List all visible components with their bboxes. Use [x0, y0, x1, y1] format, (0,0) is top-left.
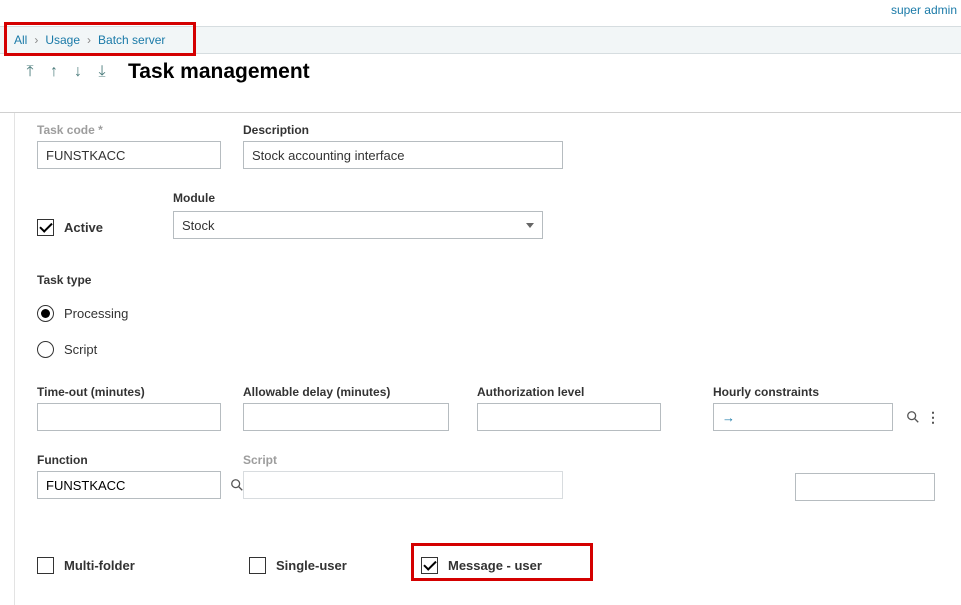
- hourly-label: Hourly constraints: [713, 385, 893, 399]
- multi-folder-label: Multi-folder: [64, 558, 135, 573]
- function-input[interactable]: [38, 472, 230, 498]
- task-type-processing-label: Processing: [64, 306, 128, 321]
- nav-first-icon[interactable]: ⤒: [22, 63, 38, 81]
- breadcrumb-usage[interactable]: Usage: [45, 33, 80, 47]
- task-type-script-label: Script: [64, 342, 97, 357]
- search-icon[interactable]: [906, 410, 920, 424]
- timeout-label: Time-out (minutes): [37, 385, 221, 399]
- script-label: Script: [243, 453, 563, 467]
- single-user-label: Single-user: [276, 558, 347, 573]
- module-value: Stock: [182, 218, 215, 233]
- nav-last-icon[interactable]: ⤓: [94, 63, 110, 81]
- page-title: Task management: [128, 60, 310, 84]
- delay-input[interactable]: [243, 403, 449, 431]
- single-user-checkbox[interactable]: [249, 557, 266, 574]
- auth-input[interactable]: [477, 403, 661, 431]
- script-input: [243, 471, 563, 499]
- module-select[interactable]: Stock: [173, 211, 543, 239]
- function-lookup[interactable]: ⋮: [37, 471, 221, 499]
- hourly-lookup[interactable]: ⋮: [713, 403, 893, 431]
- breadcrumb-all[interactable]: All: [14, 33, 27, 47]
- hourly-input[interactable]: [714, 404, 906, 430]
- chevron-down-icon: [526, 223, 534, 228]
- nav-down-icon[interactable]: ↓: [70, 63, 86, 81]
- current-user-label: super admin: [891, 3, 957, 17]
- chevron-right-icon: ›: [87, 33, 91, 47]
- module-label: Module: [173, 191, 215, 205]
- active-label: Active: [64, 220, 103, 235]
- delay-label: Allowable delay (minutes): [243, 385, 449, 399]
- message-user-label: Message - user: [448, 558, 542, 573]
- task-type-script-radio[interactable]: [37, 341, 54, 358]
- active-checkbox[interactable]: [37, 219, 54, 236]
- task-code-label: Task code *: [37, 123, 221, 137]
- nav-up-icon[interactable]: ↑: [46, 63, 62, 81]
- search-icon[interactable]: [230, 478, 244, 492]
- chevron-right-icon: ›: [34, 33, 38, 47]
- description-label: Description: [243, 123, 563, 137]
- task-type-processing-radio[interactable]: [37, 305, 54, 322]
- message-user-checkbox[interactable]: [421, 557, 438, 574]
- breadcrumb: All › Usage › Batch server: [0, 26, 961, 54]
- auth-label: Authorization level: [477, 385, 661, 399]
- multi-folder-checkbox[interactable]: [37, 557, 54, 574]
- function-label: Function: [37, 453, 221, 467]
- description-input[interactable]: [243, 141, 563, 169]
- extra-input[interactable]: [795, 473, 935, 501]
- actions-menu-icon[interactable]: ⋮: [920, 409, 946, 426]
- timeout-input[interactable]: [37, 403, 221, 431]
- breadcrumb-batch-server[interactable]: Batch server: [98, 33, 165, 47]
- task-type-label: Task type: [37, 273, 91, 287]
- task-code-input[interactable]: [37, 141, 221, 169]
